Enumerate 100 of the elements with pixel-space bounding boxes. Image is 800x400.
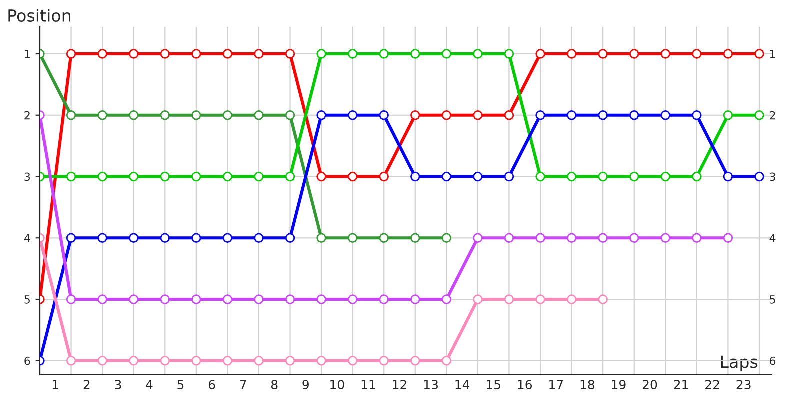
y-tick-label: 2 <box>24 111 30 120</box>
x-tick-label: 6 <box>208 380 216 390</box>
x-tick-label: 18 <box>580 380 595 390</box>
point <box>66 172 76 182</box>
x-tick-label: 23 <box>736 380 751 390</box>
point <box>128 356 139 366</box>
x-tick-label: 7 <box>240 380 246 390</box>
y-tick-label: 3 <box>24 172 30 182</box>
point <box>128 233 139 243</box>
x-tick-label: 2 <box>84 380 90 390</box>
point <box>754 110 764 120</box>
point <box>473 49 483 59</box>
point <box>160 233 170 243</box>
point <box>222 49 233 59</box>
x-tick-label: 21 <box>674 380 688 390</box>
x-tick-label: 17 <box>550 380 564 390</box>
point <box>285 294 296 304</box>
point <box>410 233 420 243</box>
point <box>348 294 358 304</box>
point <box>473 294 483 304</box>
point <box>379 294 389 304</box>
point <box>192 294 202 304</box>
point <box>379 110 389 120</box>
point <box>254 110 264 120</box>
point <box>316 356 326 366</box>
point <box>629 49 640 59</box>
point <box>348 110 358 120</box>
point <box>692 110 702 120</box>
point <box>723 110 734 120</box>
point <box>285 233 296 243</box>
point <box>566 172 577 182</box>
point <box>723 233 734 243</box>
point <box>98 294 108 304</box>
point <box>629 172 640 182</box>
x-tick-label: 1 <box>53 380 58 390</box>
point <box>98 49 108 59</box>
point <box>442 172 452 182</box>
point <box>442 233 452 243</box>
point <box>598 49 608 59</box>
point <box>285 172 296 182</box>
point <box>598 294 608 304</box>
point <box>66 49 76 59</box>
point <box>222 356 233 366</box>
point <box>254 233 264 243</box>
x-tick-label: 5 <box>178 380 184 390</box>
point <box>629 110 640 120</box>
x-tick-label: 20 <box>642 380 658 390</box>
point <box>598 172 608 182</box>
point <box>473 233 483 243</box>
point <box>160 172 170 182</box>
point <box>692 49 702 59</box>
point <box>316 110 326 120</box>
point <box>379 233 389 243</box>
point <box>504 294 514 304</box>
y-axis-title: Position <box>8 9 71 22</box>
point <box>254 294 264 304</box>
point <box>442 49 452 59</box>
point <box>660 110 671 120</box>
point <box>660 49 671 59</box>
y-tick-label: 1 <box>25 50 30 58</box>
point <box>192 233 202 243</box>
point <box>536 49 546 59</box>
point <box>410 49 420 59</box>
point <box>160 49 170 59</box>
point <box>160 356 170 366</box>
x-tick-label: 13 <box>424 380 438 390</box>
point <box>66 294 76 304</box>
point <box>566 294 577 304</box>
point <box>410 294 420 304</box>
point <box>222 233 233 243</box>
point <box>410 356 420 366</box>
y2-tick-label: 1 <box>770 50 776 58</box>
x-tick-label: 10 <box>330 380 344 390</box>
y2-tick-label: 2 <box>770 111 776 120</box>
point <box>316 49 326 59</box>
y-tick-label: 6 <box>24 356 30 366</box>
point <box>128 294 139 304</box>
point <box>723 172 734 182</box>
y-tick-label: 4 <box>24 234 30 242</box>
point <box>536 110 546 120</box>
x-tick-label: 19 <box>612 380 626 390</box>
y2-tick-label: 4 <box>770 234 776 242</box>
point <box>379 356 389 366</box>
point <box>254 356 264 366</box>
point <box>348 233 358 243</box>
x-tick-label: 15 <box>487 380 500 390</box>
point <box>504 110 514 120</box>
point <box>98 356 108 366</box>
point <box>222 110 233 120</box>
x-tick-label: 3 <box>115 380 122 390</box>
y2-tick-label: 5 <box>770 296 776 304</box>
x-tick-label: 16 <box>518 380 532 390</box>
point <box>379 49 389 59</box>
point <box>128 49 139 59</box>
x-tick-label: 9 <box>302 380 309 390</box>
point <box>192 49 202 59</box>
point <box>285 110 296 120</box>
point <box>754 172 764 182</box>
x-tick-label: 4 <box>146 380 153 390</box>
point <box>379 172 389 182</box>
